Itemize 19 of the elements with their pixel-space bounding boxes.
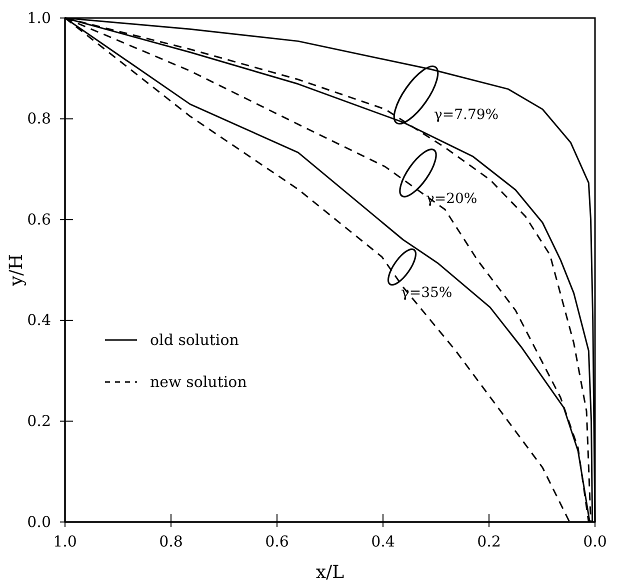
x-axis-title: x/L [316,562,344,583]
x-tick-label: 0.6 [265,532,289,551]
y-tick-label: 0.2 [27,412,51,430]
x-tick-label: 1.0 [53,532,77,551]
x-tick-label: 0.4 [371,532,395,551]
y-tick-label: 0.6 [27,210,51,228]
x-tick-label: 0.8 [159,532,183,551]
annotation: γ=35% [401,285,452,301]
legend-label: new solution [150,373,248,391]
y-tick-label: 0.4 [27,311,51,330]
annotation: γ=20% [426,191,478,207]
x-tick-label: 0.0 [583,532,607,551]
y-tick-label: 0.0 [27,512,51,531]
legend-label: old solution [150,331,240,349]
annotation: γ=7.79% [434,107,499,123]
y-tick-label: 1.0 [27,8,51,27]
y-tick-label: 0.8 [27,110,51,128]
y-axis-title: y/H [6,254,27,287]
x-tick-label: 0.2 [477,532,501,551]
